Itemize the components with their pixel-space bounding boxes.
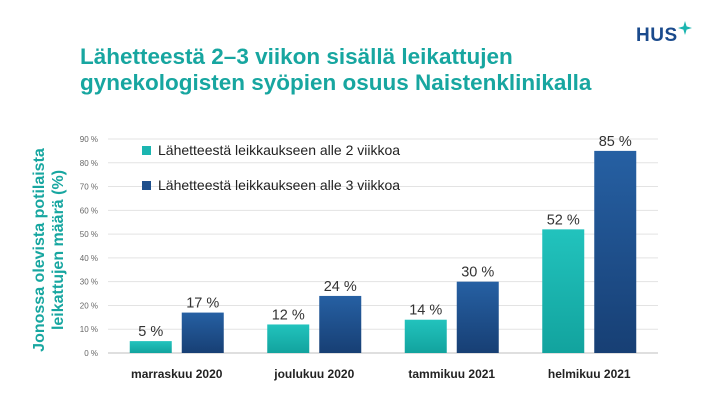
bar-series-1-2 <box>267 324 310 353</box>
bar-series-1-3 <box>404 319 447 353</box>
bar-series-2-2 <box>319 295 362 353</box>
legend-swatch-navy <box>142 180 151 190</box>
data-label-series-1-4: 52 % <box>547 212 580 228</box>
data-label-series-2-2: 24 % <box>324 279 357 295</box>
chart-title-line-1: Lähetteestä 2–3 viikon sisällä leikattuj… <box>80 44 513 69</box>
legend-label-series-1: Lähetteestä leikkaukseen alle 2 viikkoa <box>158 142 401 158</box>
bar-series-2-3 <box>456 281 499 353</box>
y-tick-label: 90 % <box>80 135 98 144</box>
chart-title: Lähetteestä 2–3 viikon sisällä leikattuj… <box>80 44 680 96</box>
legend: Lähetteestä leikkaukseen alle 2 viikkoa … <box>142 140 400 210</box>
x-tick-labels: marraskuu 2020 joulukuu 2020 tammikuu 2021… <box>131 367 631 381</box>
x-tick-label-3: tammikuu 2021 <box>408 367 495 381</box>
x-tick-label-2: joulukuu 2020 <box>273 367 354 381</box>
y-tick-label: 40 % <box>80 254 98 263</box>
bars <box>129 150 637 353</box>
cross-star-icon <box>678 21 692 35</box>
data-label-series-1-2: 12 % <box>272 307 305 323</box>
y-tick-label: 0 % <box>84 349 98 358</box>
data-label-series-1-1: 5 % <box>138 324 163 340</box>
y-tick-label: 30 % <box>80 278 98 287</box>
data-label-series-2-1: 17 % <box>186 296 219 312</box>
y-tick-label: 80 % <box>80 159 98 168</box>
chart-title-line-2: gynekologisten syöpien osuus Naistenklin… <box>80 70 592 95</box>
y-tick-labels: 0 % 10 % 20 % 30 % 40 % 50 % 60 % 70 % 80 % 90 % <box>80 135 98 358</box>
y-tick-label: 50 % <box>80 230 98 239</box>
legend-label-series-2: Lähetteestä leikkaukseen alle 3 viikkoa <box>158 177 401 193</box>
y-tick-label: 20 % <box>80 301 98 310</box>
logo-text: HUS <box>636 25 678 46</box>
x-tick-label-4: helmikuu 2021 <box>548 367 631 381</box>
legend-item-series-1: Lähetteestä leikkaukseen alle 2 viikkoa <box>142 140 400 160</box>
y-tick-label: 60 % <box>80 206 98 215</box>
bar-series-1-4 <box>542 229 585 353</box>
bar-series-2-1 <box>181 312 224 353</box>
data-label-series-2-4: 85 % <box>599 134 632 150</box>
y-tick-label: 10 % <box>80 325 98 334</box>
bar-series-2-4 <box>594 150 637 353</box>
legend-swatch-teal <box>142 145 151 155</box>
data-label-series-1-3: 14 % <box>409 303 442 319</box>
x-tick-label-1: marraskuu 2020 <box>131 367 223 381</box>
bar-series-1-1 <box>129 341 172 353</box>
data-labels: 5 % 17 % 12 % 24 % 14 % 30 % 52 % 85 % <box>138 134 632 340</box>
y-tick-label: 70 % <box>80 183 98 192</box>
data-label-series-2-3: 30 % <box>461 265 494 281</box>
hus-logo: HUS <box>636 20 698 50</box>
legend-item-series-2: Lähetteestä leikkaukseen alle 3 viikkoa <box>142 175 400 195</box>
